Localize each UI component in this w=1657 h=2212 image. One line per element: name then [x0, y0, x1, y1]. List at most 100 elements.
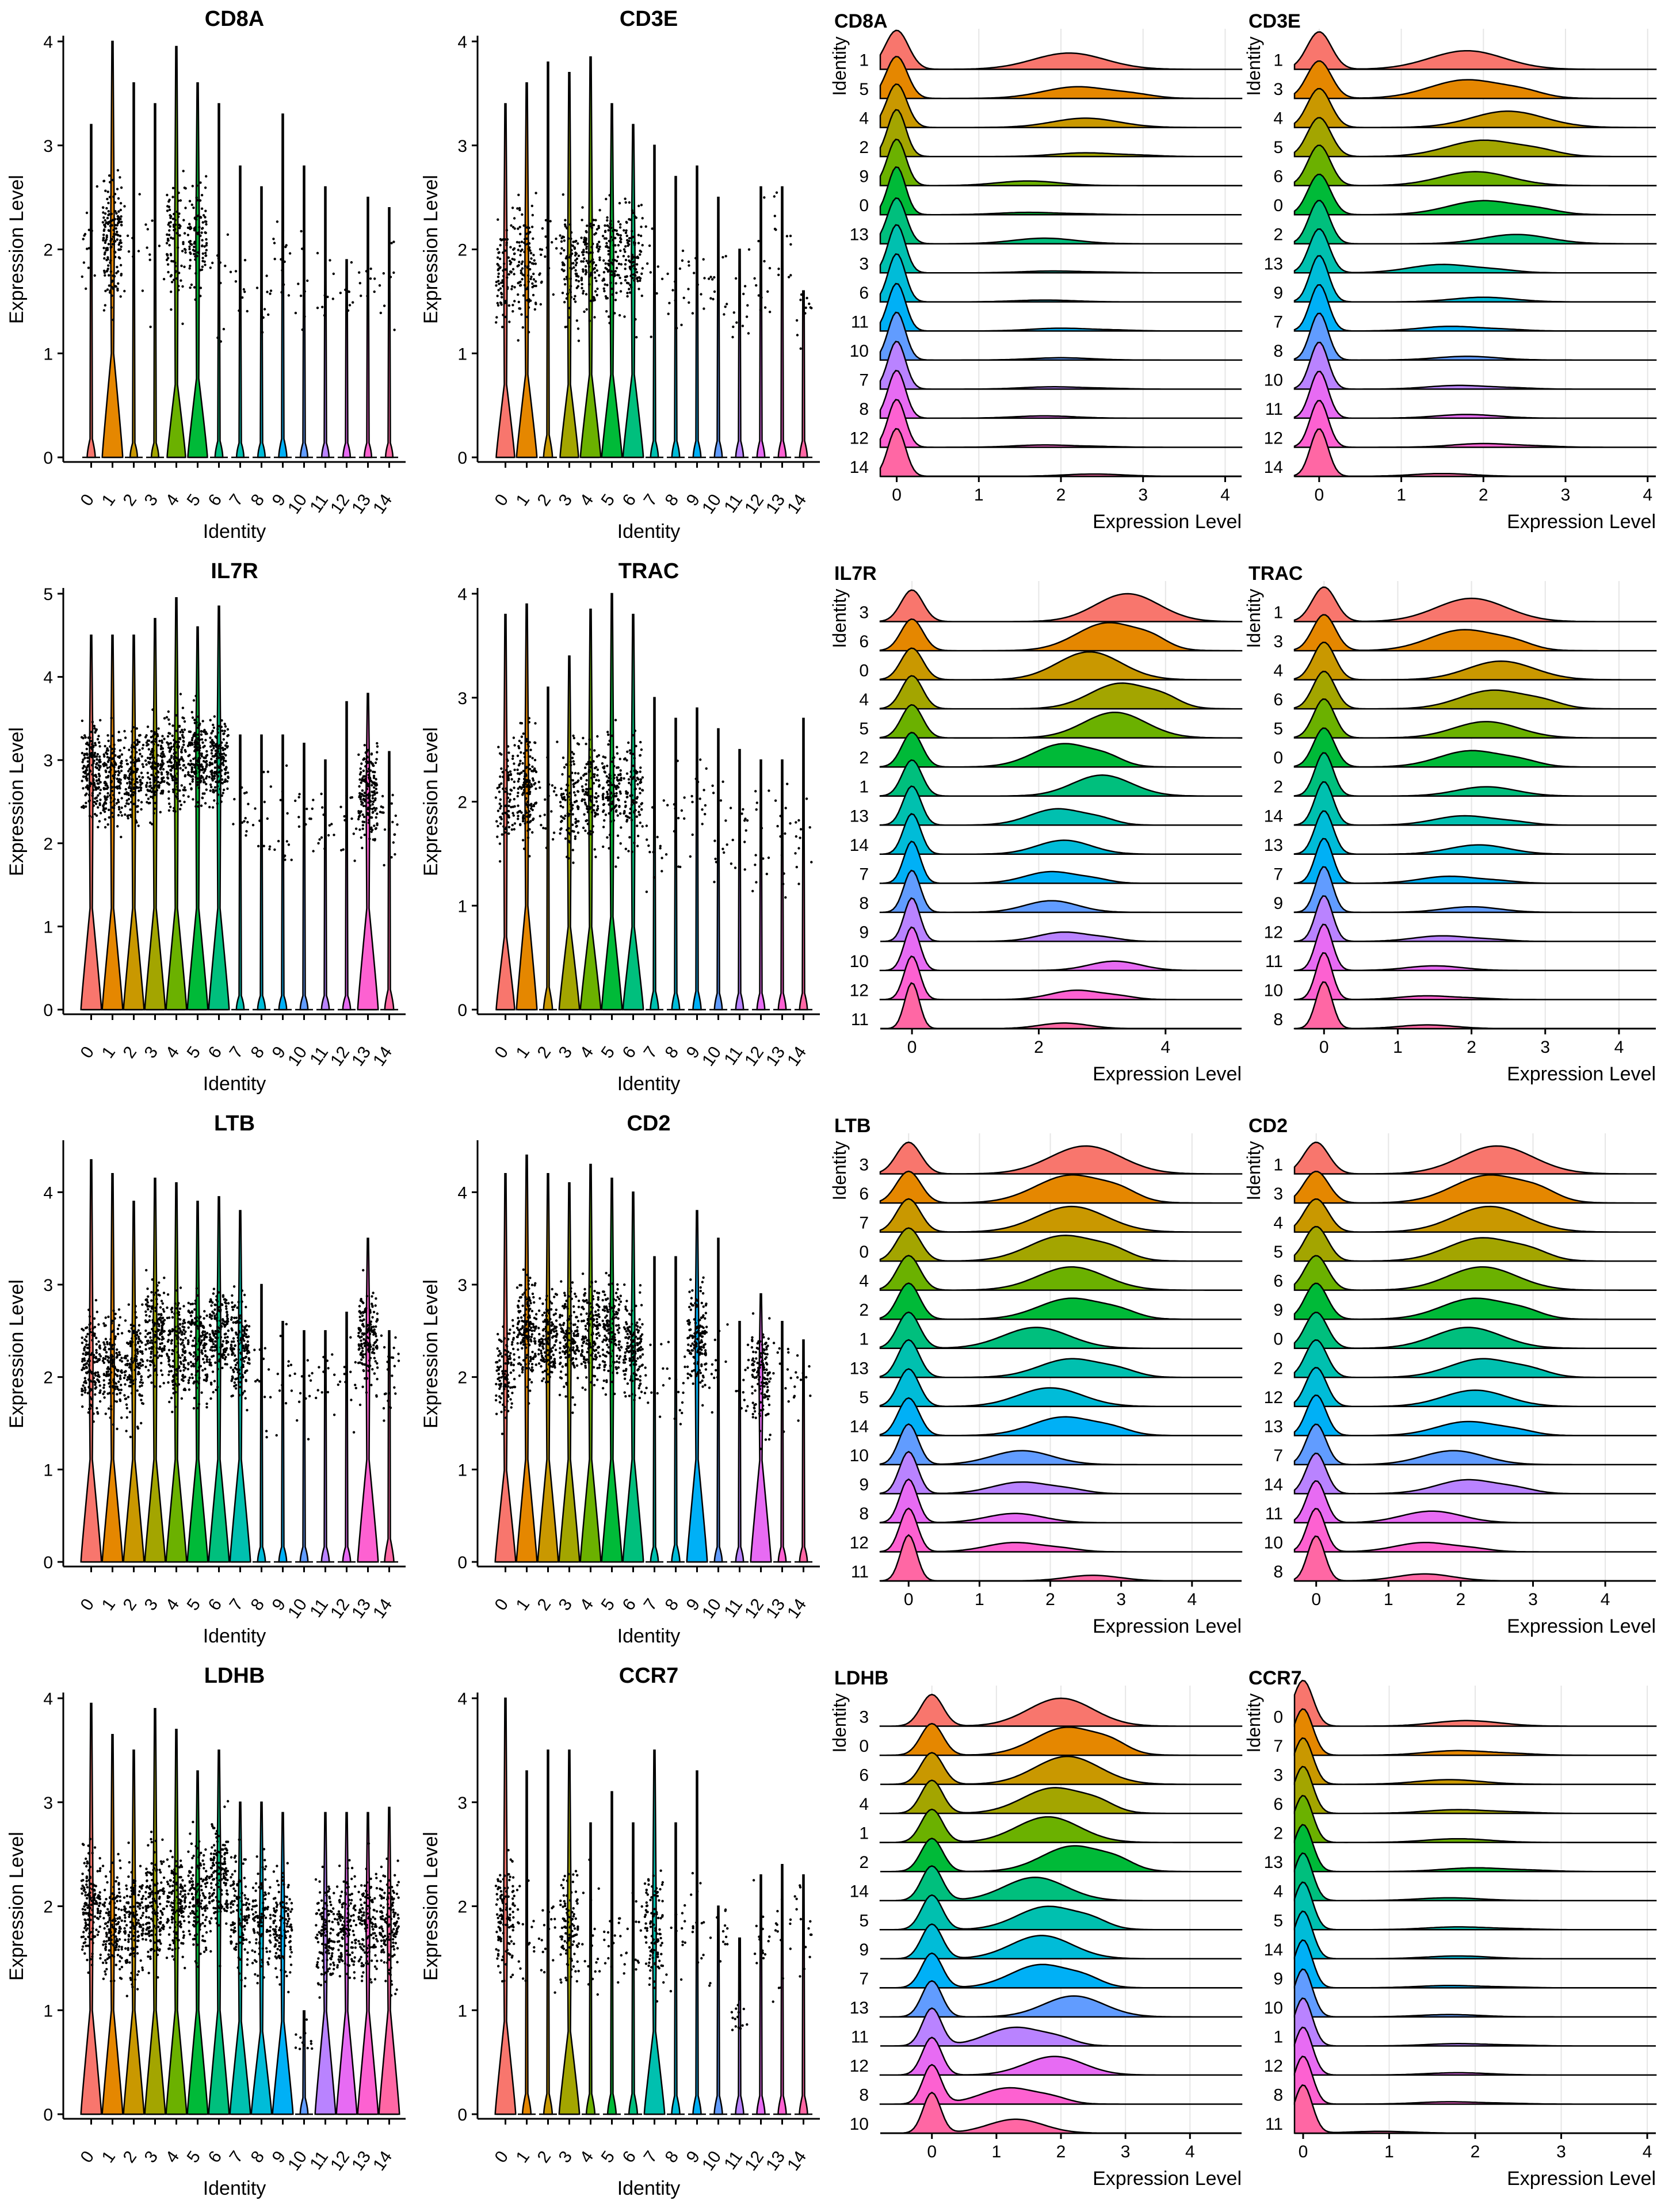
jitter-point [168, 783, 170, 785]
jitter-point [90, 740, 92, 742]
jitter-point [291, 859, 293, 861]
jitter-point [194, 272, 197, 274]
jitter-point [713, 291, 716, 293]
jitter-point [585, 743, 587, 745]
jitter-point [193, 1381, 196, 1383]
jitter-point [723, 313, 725, 315]
x-axis-label: Expression Level [1507, 1063, 1656, 1085]
jitter-point [102, 206, 104, 208]
jitter-point [194, 722, 196, 724]
jitter-point [503, 262, 505, 265]
jitter-point [532, 777, 534, 780]
jitter-point [201, 227, 204, 229]
jitter-point [645, 226, 647, 228]
jitter-point [636, 280, 639, 282]
jitter-point [499, 816, 502, 818]
jitter-point [525, 749, 528, 751]
jitter-point [183, 789, 185, 791]
violin-shape [693, 708, 701, 1010]
jitter-point [517, 249, 520, 251]
jitter-point [184, 1388, 186, 1390]
jitter-point [513, 736, 515, 739]
jitter-point [178, 234, 181, 236]
jitter-point [724, 819, 727, 822]
jitter-point [591, 274, 593, 276]
jitter-point [530, 807, 532, 809]
jitter-point [573, 791, 575, 793]
jitter-point [190, 1361, 192, 1363]
jitter-point [156, 789, 158, 791]
jitter-point [183, 801, 185, 803]
jitter-point [180, 1370, 182, 1372]
jitter-point [616, 776, 618, 778]
jitter-point [184, 251, 186, 254]
jitter-point [182, 1369, 185, 1371]
jitter-point [623, 229, 625, 231]
jitter-point [152, 790, 154, 793]
jitter-point [201, 208, 203, 210]
jitter-point [357, 754, 360, 756]
jitter-point [555, 794, 558, 796]
y-tick-label: 0 [43, 1001, 53, 1020]
jitter-point [381, 795, 384, 797]
jitter-point [139, 753, 141, 755]
jitter-point [544, 827, 547, 830]
jitter-point [620, 826, 622, 828]
jitter-point [177, 246, 179, 249]
jitter-point [533, 742, 536, 744]
jitter-point [639, 754, 642, 757]
jitter-point [105, 782, 107, 785]
x-tick-label: 1 [98, 491, 120, 510]
jitter-point [110, 213, 113, 215]
jitter-point [106, 747, 108, 750]
jitter-point [147, 1301, 149, 1304]
jitter-point [184, 750, 186, 752]
jitter-point [312, 799, 314, 801]
jitter-point [373, 824, 375, 827]
jitter-point [523, 847, 525, 850]
jitter-point [566, 829, 568, 831]
jitter-point [510, 288, 513, 290]
jitter-point [712, 792, 715, 794]
jitter-point [168, 234, 170, 236]
jitter-point [608, 847, 610, 849]
jitter-point [513, 300, 516, 302]
jitter-point [190, 243, 193, 246]
jitter-point [552, 838, 554, 841]
jitter-point [517, 815, 519, 817]
jitter-point [205, 1403, 208, 1405]
jitter-point [109, 1338, 112, 1340]
jitter-point [512, 226, 514, 228]
jitter-point [544, 235, 547, 238]
y-tick-label: 3 [457, 137, 467, 156]
jitter-point [200, 286, 202, 289]
jitter-point [151, 1342, 154, 1344]
jitter-point [526, 316, 528, 318]
jitter-point [523, 789, 525, 791]
jitter-point [628, 237, 631, 239]
jitter-point [502, 269, 504, 272]
jitter-point [149, 1332, 151, 1334]
jitter-point [498, 282, 500, 285]
jitter-point [626, 275, 628, 277]
y-tick-label: 14 [850, 458, 869, 477]
y-tick-label: 4 [43, 33, 53, 52]
jitter-point [560, 788, 562, 790]
jitter-point [109, 1379, 111, 1381]
jitter-point [197, 251, 200, 254]
jitter-point [214, 735, 216, 738]
jitter-point [199, 781, 201, 783]
x-tick-label: 14 [369, 491, 396, 517]
jitter-point [128, 1376, 130, 1378]
jitter-point [629, 291, 631, 293]
jitter-point [495, 284, 497, 286]
jitter-point [87, 266, 90, 269]
jitter-point [217, 731, 219, 733]
jitter-point [174, 1405, 177, 1408]
jitter-point [216, 785, 219, 787]
jitter-point [197, 233, 199, 235]
jitter-point [180, 280, 182, 282]
jitter-point [149, 822, 151, 824]
jitter-point [177, 289, 180, 291]
